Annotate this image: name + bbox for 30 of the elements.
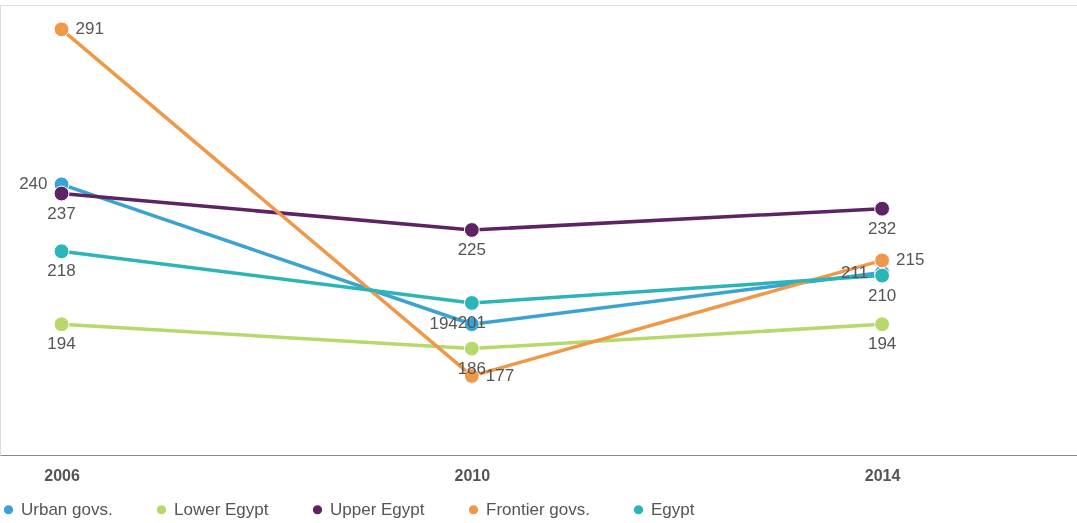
point — [53, 21, 70, 38]
data-label: 225 — [457, 240, 487, 259]
x-tick-label: 2014 — [864, 466, 901, 484]
point — [53, 243, 70, 260]
point — [463, 222, 480, 238]
data-label: 240 — [19, 174, 48, 194]
data-label: 194 — [429, 314, 458, 334]
legend-label: Upper Egypt — [330, 499, 425, 519]
point — [874, 200, 891, 217]
point — [53, 316, 70, 333]
data-label: 215 — [896, 250, 925, 270]
point — [463, 340, 480, 357]
data-label: 237 — [47, 203, 76, 223]
data-label: 194 — [867, 334, 897, 354]
data-label: 194 — [47, 334, 76, 354]
legend-label: Frontier govs. — [486, 499, 590, 519]
data-label: 291 — [75, 19, 104, 39]
x-tick-label: 2010 — [454, 466, 491, 484]
legend-label: Lower Egypt — [174, 499, 269, 519]
data-label: 210 — [867, 285, 897, 305]
point — [53, 185, 70, 202]
data-label: 232 — [867, 218, 897, 238]
legend-label: Urban govs. — [21, 499, 113, 519]
legend-label: Egypt — [651, 499, 695, 519]
point — [874, 316, 891, 333]
data-label: 218 — [47, 261, 76, 281]
data-label: 177 — [485, 365, 515, 385]
point — [874, 252, 891, 269]
x-tick-label: 2006 — [44, 466, 80, 484]
point — [463, 295, 480, 311]
